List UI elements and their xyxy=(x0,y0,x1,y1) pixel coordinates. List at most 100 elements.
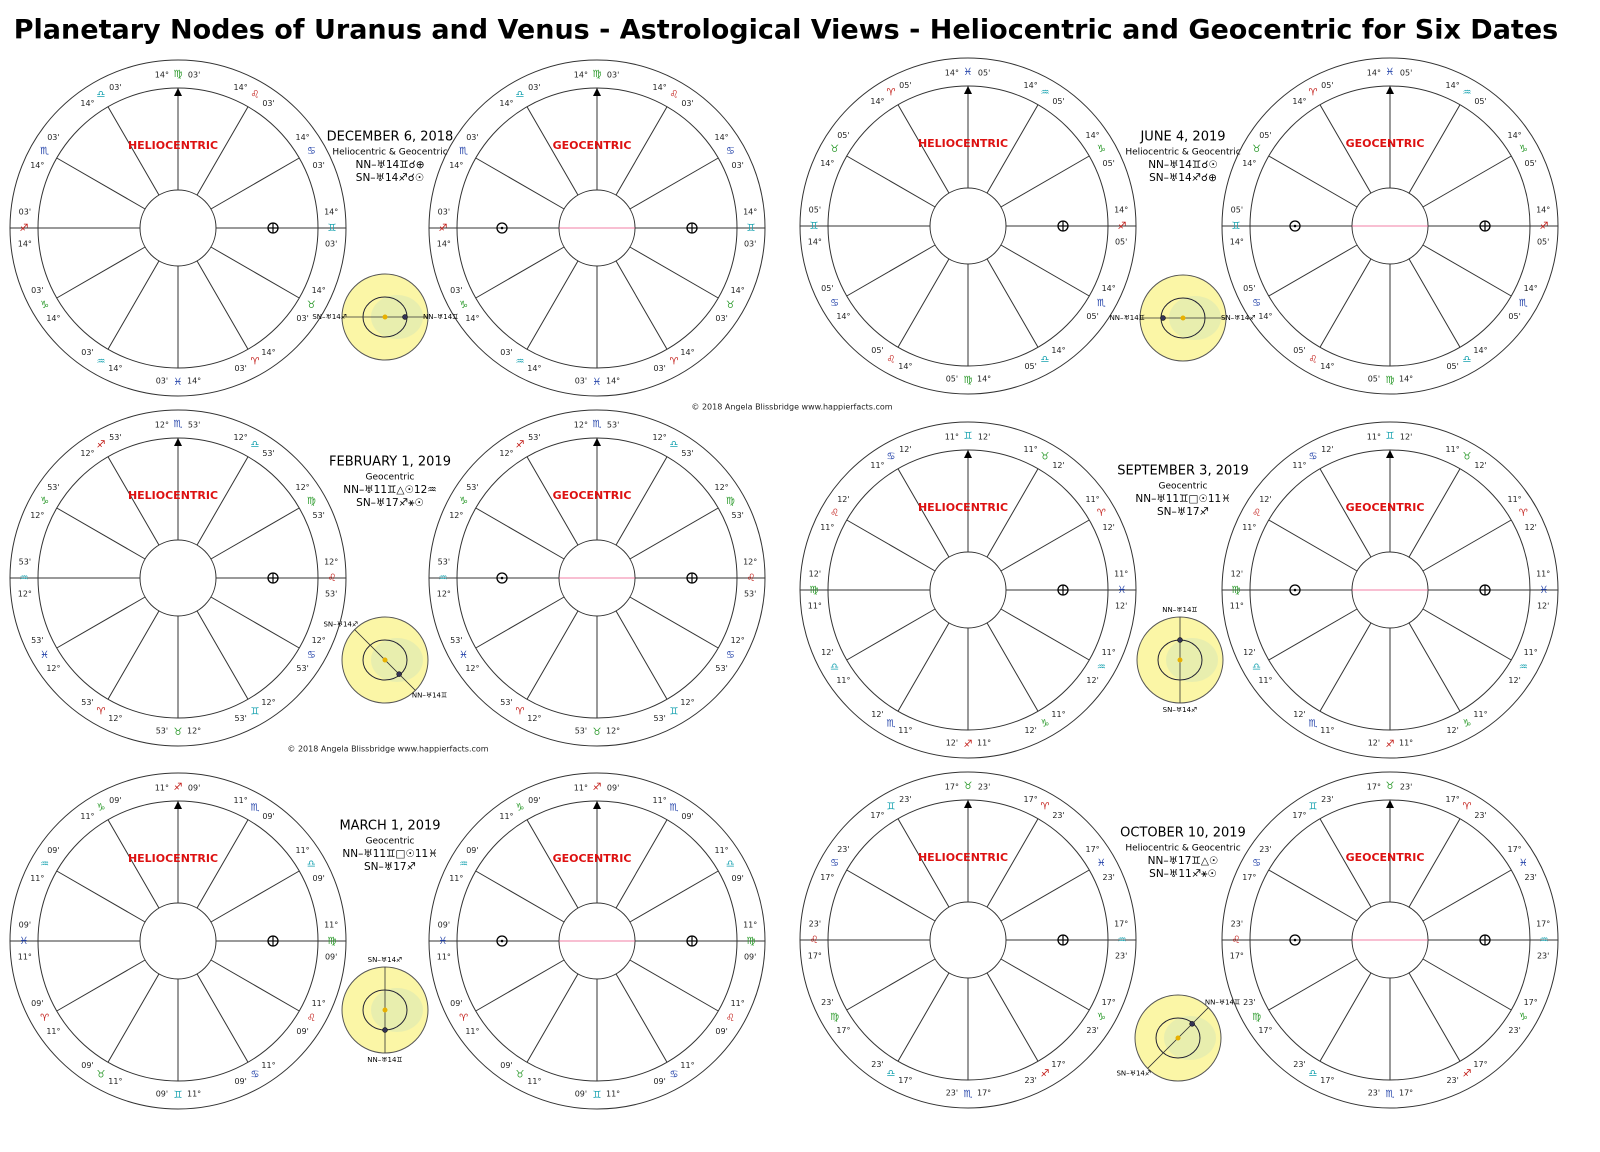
cusp-sign: ♓ xyxy=(964,67,973,78)
mc-arrow xyxy=(964,800,972,808)
center-circle xyxy=(929,551,1007,629)
house-cusp xyxy=(1000,244,1090,297)
cusp-minute: 09' xyxy=(109,796,121,805)
cusp-degree: 11° xyxy=(1024,445,1038,454)
cusp-sign: ♋ xyxy=(670,1069,679,1080)
cusp-sign: ♑ xyxy=(40,496,49,507)
cusp-degree: 14° xyxy=(1258,312,1272,321)
diagram-node-label: NN–♅14♊ xyxy=(412,691,447,699)
cusp-minute: 03' xyxy=(500,348,512,357)
cusp-minute: 23' xyxy=(1086,1026,1098,1035)
cusp-sign: ♎ xyxy=(307,859,316,870)
cusp-minute: 05' xyxy=(1321,81,1333,90)
cusp-minute: 23' xyxy=(1446,1076,1458,1085)
cusp-sign: ♊ xyxy=(1309,802,1318,813)
cusp-degree: 17° xyxy=(820,873,834,882)
cusp-sign: ♓ xyxy=(439,936,448,947)
cusp-minute: 12' xyxy=(821,648,833,657)
cusp-degree: 14° xyxy=(261,348,275,357)
cusp-degree: 14° xyxy=(680,348,694,357)
cusp-minute: 05' xyxy=(1024,362,1036,371)
cusp-minute: 03' xyxy=(731,161,743,170)
cusp-sign: ♒ xyxy=(40,859,49,870)
mc-arrow xyxy=(964,86,972,94)
cusp-sign: ♏ xyxy=(670,803,679,814)
house-cusp xyxy=(1319,258,1372,348)
cusp-sign: ♓ xyxy=(20,936,29,947)
cusp-minute: 53' xyxy=(234,714,246,723)
orbit-diagram: NN–♅14♊ SN–♅14♐ xyxy=(341,956,429,1064)
cusp-minute: 12' xyxy=(1508,676,1520,685)
house-cusp xyxy=(1000,608,1090,661)
cusp-minute: 12' xyxy=(946,739,958,748)
mc-arrow xyxy=(593,438,601,446)
planet-dot xyxy=(396,671,402,677)
cusp-degree: 17° xyxy=(977,1089,991,1098)
cusp-minute: 05' xyxy=(946,375,958,384)
house-cusp xyxy=(56,959,146,1012)
cusp-sign: ♊ xyxy=(593,1090,602,1101)
cusp-minute: 23' xyxy=(1115,952,1127,961)
house-cusp xyxy=(846,155,936,208)
orbit-shade xyxy=(1164,1016,1216,1060)
cusp-sign: ♒ xyxy=(1118,935,1127,946)
cusp-degree: 11° xyxy=(499,812,513,821)
cusp-sign: ♐ xyxy=(964,739,973,750)
cusp-degree: 14° xyxy=(449,161,463,170)
cusp-sign: ♈ xyxy=(1041,802,1050,813)
cusp-minute: 23' xyxy=(1259,845,1271,854)
house-cusp xyxy=(897,104,950,194)
mc-arrow xyxy=(174,438,182,446)
cusp-sign: ♉ xyxy=(830,144,839,155)
cusp-minute: 03' xyxy=(450,286,462,295)
cusp-degree: 17° xyxy=(1230,952,1244,961)
planet-dot xyxy=(1177,637,1183,643)
panel-subtitle: Heliocentric & Geocentric xyxy=(332,148,447,158)
house-cusp xyxy=(196,106,249,196)
cusp-degree: 11° xyxy=(234,796,248,805)
house-cusp xyxy=(1422,244,1512,297)
cusp-degree: 11° xyxy=(820,523,834,532)
cusp-sign: ♊ xyxy=(810,221,819,232)
cusp-degree: 11° xyxy=(680,1061,694,1070)
cusp-degree: 14° xyxy=(527,364,541,373)
house-cusp xyxy=(1000,155,1090,208)
diagram-node-label: SN–♅14♐ xyxy=(1221,314,1256,322)
center-circle xyxy=(929,901,1007,979)
cusp-sign: ♋ xyxy=(1252,858,1261,869)
house-cusp xyxy=(986,258,1039,348)
cusp-degree: 11° xyxy=(1114,569,1128,578)
cusp-minute: 05' xyxy=(1293,346,1305,355)
sun-dot xyxy=(1175,1035,1181,1041)
cusp-sign: ♓ xyxy=(593,377,602,388)
cusp-degree: 11° xyxy=(1446,445,1460,454)
cusp-sign: ♉ xyxy=(174,727,183,738)
cusp-degree: 14° xyxy=(499,99,513,108)
cusp-minute: 09' xyxy=(156,1090,168,1099)
chart-wheel: ♊11° 12'♉11°12'♈11°12'♓11°12'♒11°12'♑11°1… xyxy=(799,421,1137,759)
house-cusp xyxy=(1422,869,1512,922)
cusp-degree: 14° xyxy=(731,286,745,295)
cusp-degree: 14° xyxy=(945,68,959,77)
cusp-minute: 09' xyxy=(325,953,337,962)
cusp-sign: ♒ xyxy=(97,356,106,367)
house-cusp xyxy=(1319,622,1372,712)
cusp-degree: 11° xyxy=(465,1027,479,1036)
cusp-minute: 53' xyxy=(296,664,308,673)
panel-subtitle: Heliocentric & Geocentric xyxy=(1125,148,1240,158)
center-circle xyxy=(139,539,217,617)
cusp-minute: 23' xyxy=(1508,1026,1520,1035)
cusp-sign: ♉ xyxy=(1386,781,1395,792)
cusp-sign: ♓ xyxy=(1519,858,1528,869)
cusp-sign: ♉ xyxy=(307,300,316,311)
cusp-degree: 14° xyxy=(324,207,338,216)
house-cusp xyxy=(629,870,719,923)
cusp-sign: ♊ xyxy=(747,223,756,234)
cusp-degree: 11° xyxy=(261,1061,275,1070)
cusp-minute: 05' xyxy=(1508,312,1520,321)
cusp-sign: ♏ xyxy=(1097,298,1106,309)
panel-date: FEBRUARY 1, 2019 xyxy=(329,455,451,470)
cusp-sign: ♊ xyxy=(1232,221,1241,232)
cusp-minute: 23' xyxy=(1243,998,1255,1007)
cusp-degree: 14° xyxy=(714,133,728,142)
